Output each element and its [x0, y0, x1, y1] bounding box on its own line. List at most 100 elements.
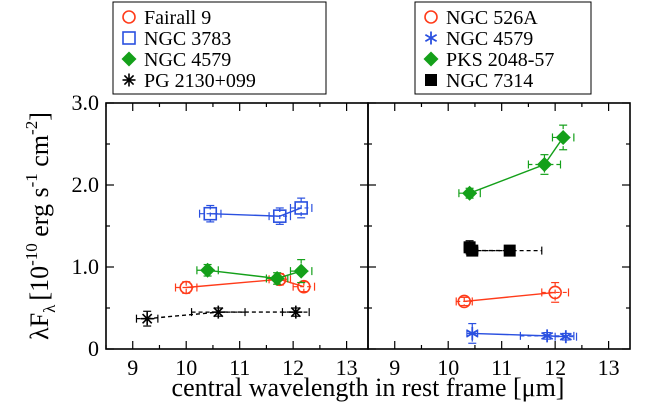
marker-star-stroke [123, 74, 135, 86]
marker-asterisk-stroke [541, 331, 554, 340]
data-point [269, 270, 285, 286]
legend-label: PKS 2048-57 [446, 49, 554, 71]
legend-label: NGC 4579 [446, 28, 533, 50]
marker-star-stroke [290, 306, 301, 318]
marker-asterisk-stroke [466, 329, 479, 338]
x-tick-label: 9 [389, 355, 400, 380]
data-point [294, 201, 308, 215]
data-point [293, 263, 309, 279]
data-point [462, 185, 478, 201]
data-point [466, 326, 479, 340]
legend-item: Fairall 9 [122, 7, 211, 29]
data-point [457, 294, 472, 309]
legend-swatch [424, 31, 438, 45]
y-tick-label: 3.0 [72, 90, 100, 115]
marker-circle [297, 279, 311, 294]
marker-diamond [555, 129, 571, 145]
legend-swatch [423, 51, 439, 67]
marker-circle [548, 285, 562, 300]
data-point [559, 330, 572, 344]
data-point [179, 280, 194, 295]
marker-circle [457, 294, 472, 309]
y-axis-label: λFλ[10-10 erg s-1 cm-2] [22, 112, 59, 340]
data-point [548, 285, 562, 300]
marker-asterisk-stroke [559, 332, 572, 341]
series-ngc-4579 [466, 322, 578, 344]
data-point [272, 209, 287, 223]
series-line [464, 291, 556, 303]
x-tick-label: 13 [598, 355, 620, 380]
x-tick-label: 9 [127, 355, 138, 380]
x-tick-label: 12 [544, 355, 566, 380]
legend-item: NGC 4579 [424, 28, 533, 50]
series-pg-2130-099 [135, 305, 310, 327]
data-point [211, 305, 225, 319]
legend-item: NGC 3783 [122, 28, 231, 50]
series-pks-2048-57 [458, 124, 575, 201]
x-axis-label: central wavelength in rest frame [μm] [172, 373, 565, 402]
legend-label: NGC 4579 [144, 49, 231, 71]
legend-swatch [122, 73, 136, 87]
marker-square [466, 244, 479, 257]
marker-star-stroke [142, 313, 153, 324]
data-point [297, 279, 311, 294]
data-point [536, 157, 552, 172]
y-tick-label: 0 [88, 336, 99, 361]
legend-label: Fairall 9 [144, 7, 211, 29]
data-point [289, 305, 303, 319]
x-tick-label: 13 [336, 355, 358, 380]
legend-swatch [121, 51, 137, 67]
legend-right [414, 1, 592, 95]
legend-swatch [425, 74, 437, 86]
series-line [207, 269, 302, 280]
data-point [466, 244, 479, 257]
series-ngc-7314 [463, 240, 543, 257]
marker-star-stroke [213, 306, 224, 318]
legend-swatch [122, 10, 136, 24]
y-tick-label: 2.0 [72, 172, 100, 197]
legend-item: PKS 2048-57 [423, 49, 554, 71]
x-tick-label: 10 [437, 355, 459, 380]
marker-square [203, 206, 218, 221]
marker-diamond [200, 262, 216, 278]
marker-diamond [536, 157, 552, 172]
series-fairall-9 [174, 272, 316, 295]
marker-square [503, 244, 516, 257]
series-line [210, 207, 302, 217]
data-point [203, 206, 218, 221]
marker-square [122, 31, 136, 45]
marker-asterisk-stroke [424, 33, 438, 43]
marker-circle [179, 280, 194, 295]
legend-item: NGC 7314 [425, 70, 533, 92]
x-tick-label: 11 [491, 355, 512, 380]
marker-diamond [269, 270, 285, 286]
series-ngc-3783 [198, 197, 313, 225]
marker-circle [424, 10, 438, 24]
y-tick-label: 1.0 [72, 254, 100, 279]
x-tick-label: 12 [282, 355, 304, 380]
legend-item: PG 2130+099 [122, 70, 256, 92]
marker-diamond [293, 263, 309, 279]
marker-square [272, 209, 287, 223]
legend-label: NGC 526A [446, 7, 538, 29]
data-point [200, 262, 216, 278]
marker-diamond [462, 185, 478, 201]
series-ngc-4579 [196, 259, 313, 286]
data-point [503, 244, 516, 257]
marker-diamond [423, 51, 439, 67]
marker-square [425, 74, 437, 86]
legend-item: NGC 4579 [121, 49, 231, 71]
data-point [541, 329, 554, 343]
series-ngc-526a [455, 281, 570, 309]
marker-diamond [121, 51, 137, 67]
marker-square [294, 201, 308, 215]
data-point [140, 312, 154, 326]
data-point [555, 129, 571, 145]
legend-label: NGC 7314 [446, 70, 533, 92]
legend-swatch [424, 10, 438, 24]
x-tick-label: 11 [229, 355, 250, 380]
legend-item: NGC 526A [424, 7, 538, 29]
legend-label: PG 2130+099 [144, 70, 256, 92]
legend-left [112, 1, 327, 95]
